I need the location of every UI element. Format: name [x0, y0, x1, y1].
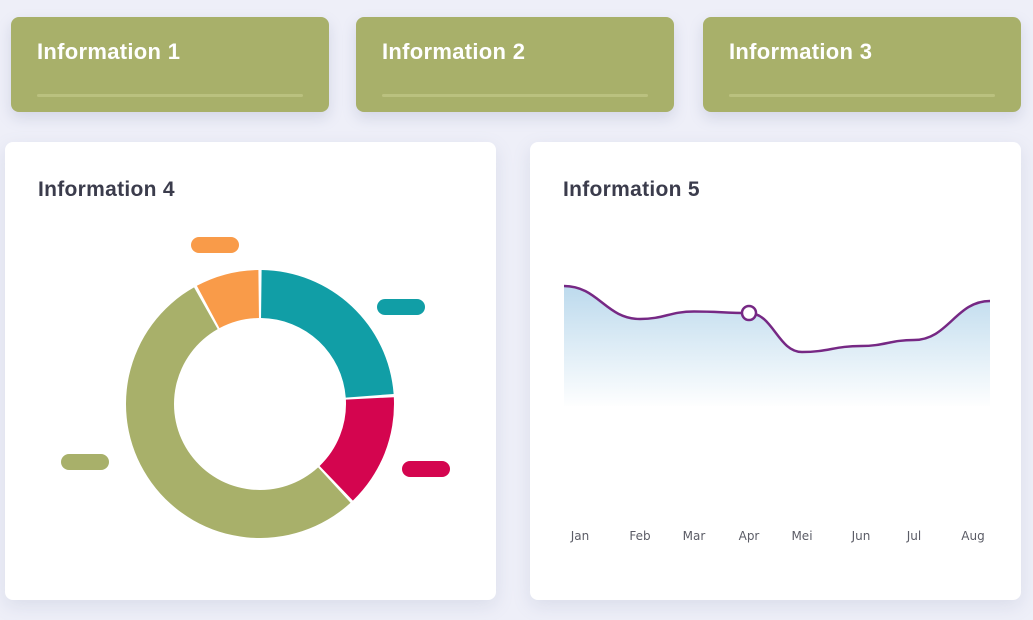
info-card-3[interactable]: Information 3 [703, 17, 1021, 112]
info-card-1-divider [37, 94, 303, 97]
x-tick-apr: Apr [739, 529, 760, 543]
info-card-1[interactable]: Information 1 [11, 17, 329, 112]
info-card-3-divider [729, 94, 995, 97]
legend-pill-3 [61, 454, 109, 470]
donut-chart [61, 237, 450, 538]
donut-slice-4[interactable] [196, 270, 259, 329]
x-tick-aug: Aug [961, 529, 984, 543]
legend-pill-4 [191, 237, 239, 253]
info-card-2-title: Information 2 [382, 39, 526, 64]
donut-slice-3[interactable] [125, 287, 351, 538]
x-tick-mei: Mei [791, 529, 812, 543]
line-panel: Information 5 Jan Feb Mar Apr Mei Jun Jul Aug [530, 142, 1021, 600]
donut-slice-1[interactable] [261, 270, 394, 398]
x-tick-jul: Jul [906, 529, 921, 543]
x-tick-mar: Mar [683, 529, 706, 543]
area-fill [564, 286, 990, 406]
info-card-1-title: Information 1 [37, 39, 181, 64]
info-card-2-divider [382, 94, 648, 97]
legend-pill-2 [402, 461, 450, 477]
line-chart: Jan Feb Mar Apr Mei Jun Jul Aug [563, 284, 991, 543]
info-card-3-title: Information 3 [729, 39, 873, 64]
legend-pill-1 [377, 299, 425, 315]
x-tick-jun: Jun [851, 529, 871, 543]
donut-panel: Information 4 [5, 142, 496, 600]
donut-slice-2[interactable] [319, 397, 394, 501]
series-line [563, 284, 991, 354]
x-tick-feb: Feb [629, 529, 650, 543]
donut-panel-title: Information 4 [38, 178, 175, 201]
highlight-point[interactable] [740, 304, 758, 322]
line-panel-title: Information 5 [563, 178, 700, 201]
x-tick-jan: Jan [570, 529, 590, 543]
info-card-2[interactable]: Information 2 [356, 17, 674, 112]
